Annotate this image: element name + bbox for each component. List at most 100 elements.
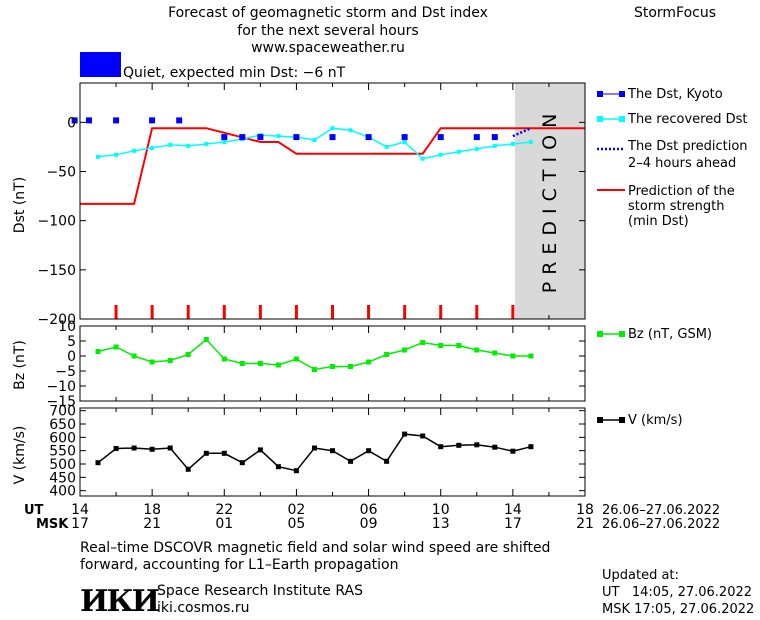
recovered-dst-point — [420, 156, 425, 161]
status-color-box — [80, 52, 121, 77]
v-point — [474, 442, 480, 448]
bz-point — [113, 344, 119, 350]
legend-bz-label: Bz (nT, GSM) — [628, 327, 712, 342]
storm-marker — [150, 305, 154, 319]
legend-recovered-label: The recovered Dst — [627, 112, 747, 127]
chart-title-line2: for the next several hours — [237, 23, 418, 39]
ut-tick-label: 06 — [360, 502, 378, 518]
bz-ytick-label: −5 — [55, 364, 76, 380]
v-point — [257, 447, 263, 453]
bz-point — [257, 361, 263, 366]
v-point — [312, 445, 317, 451]
legend-v-label: V (km/s) — [628, 413, 683, 428]
recovered-dst-point — [402, 140, 407, 144]
kyoto-dst-point — [149, 117, 156, 124]
kyoto-dst-point — [113, 117, 120, 124]
msk-tick-label: 09 — [360, 516, 378, 532]
status-text: Quiet, expected min Dst: −6 nT — [123, 65, 346, 81]
bz-point — [492, 350, 498, 356]
legend-kyoto-swatch — [597, 91, 625, 97]
legend-bz-swatch — [597, 331, 625, 337]
v-point — [402, 431, 408, 437]
v-point — [131, 445, 137, 451]
institute-name: Space Research Institute RAS — [157, 583, 363, 599]
msk-tick-label: 05 — [288, 516, 306, 532]
storm-marker — [294, 305, 298, 319]
legend-storm-label-2: storm strength — [628, 199, 725, 214]
v-ytick-label: 600 — [49, 430, 76, 446]
kyoto-dst-point — [71, 117, 78, 124]
v-point — [420, 433, 426, 439]
v-point — [149, 446, 155, 452]
dst-ytick-label: −50 — [46, 165, 76, 181]
bz-plot-frame — [79, 325, 586, 402]
v-point — [438, 444, 444, 450]
v-point — [95, 460, 101, 466]
bz-line — [97, 338, 531, 371]
v-point — [239, 460, 245, 466]
recovered-dst-point — [312, 138, 317, 142]
v-point — [275, 464, 281, 470]
recovered-dst-point — [528, 140, 533, 144]
storm-marker — [222, 305, 226, 319]
bz-point — [366, 359, 372, 365]
storm-marker — [186, 305, 190, 319]
recovered-dst-point — [168, 142, 173, 147]
msk-tick-label: 13 — [432, 516, 450, 532]
ut-tick-label: 18 — [576, 502, 594, 518]
chart-title-line1: Forecast of geomagnetic storm and Dst in… — [168, 5, 488, 21]
v-point — [167, 445, 173, 451]
v-point — [456, 442, 462, 448]
legend-kyoto-label: The Dst, Kyoto — [627, 87, 723, 102]
kyoto-dst-point — [221, 134, 228, 141]
bz-point — [348, 364, 353, 369]
recovered-dst-point — [510, 142, 515, 146]
bz-point — [167, 358, 173, 363]
v-ytick-label: 550 — [49, 444, 76, 460]
msk-tick-label: 01 — [215, 516, 233, 532]
bz-point — [420, 340, 426, 345]
msk-tick-label: 21 — [143, 516, 161, 532]
recovered-dst-point — [330, 126, 335, 131]
msk-axis-label: MSK — [36, 517, 69, 532]
msk-tick-label: 21 — [576, 516, 594, 532]
msk-tick-label: 17 — [71, 516, 89, 532]
bz-ytick-label: −10 — [46, 379, 76, 395]
bz-point — [402, 347, 408, 353]
dst-panel: PREDICTION 0 −50 −100 −150 −200 Dst (nT) — [12, 82, 586, 328]
prediction-zone — [515, 83, 585, 319]
v-point — [492, 444, 498, 450]
footer-note-line1: Real–time DSCOVR magnetic field and sola… — [80, 540, 551, 556]
recovered-dst-point — [456, 149, 461, 154]
ut-tick-label: 10 — [432, 502, 450, 518]
msk-tick-label: 17 — [504, 516, 522, 532]
recovered-dst-point — [114, 152, 119, 157]
kyoto-dst-point — [257, 134, 264, 141]
v-y-axis-label: V (km/s) — [12, 426, 28, 485]
bz-point — [510, 353, 516, 359]
bz-y-axis-label: Bz (nT) — [12, 340, 28, 390]
dst-prediction-line — [512, 127, 532, 138]
ut-tick-label: 18 — [143, 502, 161, 518]
storm-marker — [475, 305, 479, 319]
storm-marker — [367, 305, 371, 319]
bz-point — [384, 352, 390, 357]
bz-point — [203, 337, 209, 342]
storm-marker — [258, 305, 262, 319]
dst-ytick-label: −100 — [38, 214, 76, 230]
legend: The Dst, Kyoto The recovered Dst The Dst… — [597, 87, 748, 428]
legend-prediction-label-1: The Dst prediction — [627, 139, 748, 154]
recovered-dst-point — [96, 154, 100, 159]
v-ytick-label: 700 — [49, 404, 76, 420]
msk-date-range: 26.06–27.06.2022 — [602, 517, 720, 532]
legend-recovered-swatch — [597, 116, 625, 122]
bz-point — [474, 347, 480, 353]
kyoto-dst-point — [401, 134, 408, 141]
dst-ytick-label: 0 — [67, 115, 76, 131]
updated-ut: UT 14:05, 27.06.2022 — [602, 585, 753, 600]
institute-site[interactable]: iki.cosmos.ru — [157, 600, 250, 616]
recovered-dst-point — [204, 142, 209, 146]
